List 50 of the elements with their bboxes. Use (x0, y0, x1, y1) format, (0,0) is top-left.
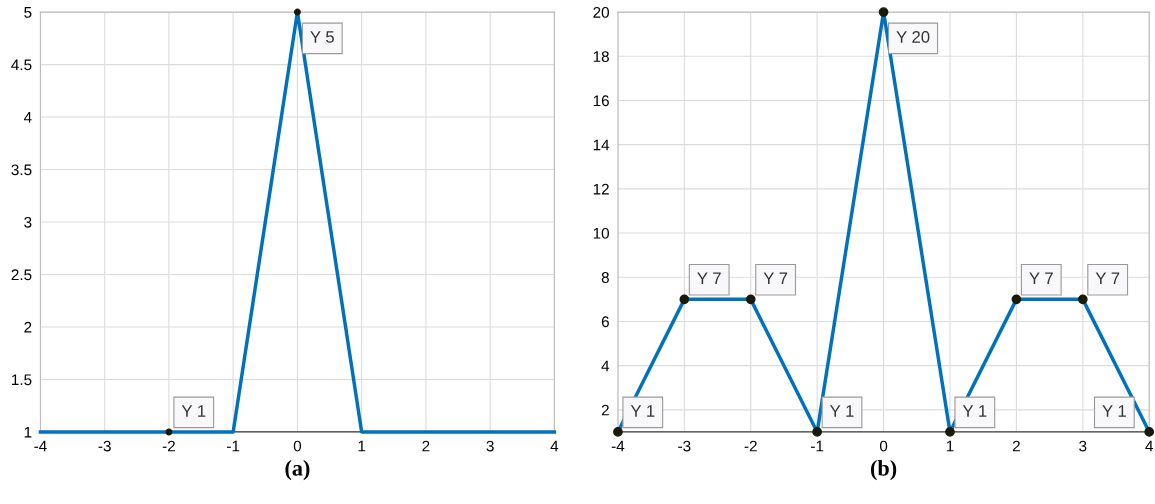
y-tick-label: 2 (601, 404, 609, 416)
x-tick-label: -4 (34, 440, 47, 452)
annotation: Y 1 (1102, 405, 1126, 417)
y-tick-label: 12 (593, 183, 609, 195)
y-tick-label: 1.5 (12, 374, 32, 386)
x-tick-label: -1 (227, 440, 240, 452)
y-tick-label: 2 (24, 321, 32, 333)
annotation: Y 20 (896, 31, 930, 43)
annotation: Y 5 (310, 31, 334, 43)
y-tick-label: 10 (593, 227, 609, 239)
x-axis-title: (b) (870, 460, 897, 481)
y-tick-label: 4 (23, 112, 32, 123)
y-tick-label: 16 (593, 95, 609, 107)
y-tick-label: 4.5 (11, 59, 32, 71)
x-tick-label: -4 (611, 440, 625, 452)
annotation: Y 7 (1029, 272, 1053, 285)
y-tick-label: 18 (593, 51, 609, 62)
y-tick-label: 1 (24, 426, 32, 438)
x-tick-label: 1 (358, 440, 366, 452)
annotation: Y 7 (1095, 272, 1120, 285)
x-tick-label: 4 (1145, 440, 1154, 452)
x-tick-label: 3 (486, 440, 494, 452)
annotation: Y 1 (962, 405, 987, 417)
x-tick-label: -3 (678, 440, 691, 452)
x-tick-label: -1 (811, 440, 824, 452)
x-tick-label: 1 (946, 440, 954, 452)
y-tick-label: 3.5 (11, 164, 32, 176)
x-tick-label: 2 (422, 440, 430, 452)
x-tick-label: -3 (98, 440, 111, 452)
x-tick-label: -2 (162, 440, 175, 452)
annotation: Y 7 (763, 272, 788, 285)
y-tick-label: 2.5 (11, 269, 32, 281)
annotation: Y 1 (830, 405, 854, 417)
annotation: Y 7 (697, 272, 721, 285)
x-tick-label: 2 (1012, 440, 1020, 452)
y-tick-label: 4 (601, 360, 610, 372)
x-tick-label: 0 (293, 440, 302, 452)
x-tick-label: -2 (744, 440, 757, 452)
x-tick-label: 4 (550, 440, 559, 452)
x-tick-label: 0 (879, 440, 888, 452)
annotation: Y 1 (181, 405, 206, 417)
y-tick-label: 3 (24, 216, 32, 228)
y-tick-label: 5 (24, 7, 32, 18)
annotation: Y 1 (630, 405, 655, 417)
y-tick-label: 6 (601, 316, 609, 328)
y-tick-label: 20 (593, 6, 609, 18)
x-tick-label: 3 (1079, 440, 1087, 452)
y-tick-label: 8 (601, 272, 609, 283)
x-axis-title: (a) (285, 460, 310, 481)
y-tick-label: 14 (593, 139, 610, 151)
